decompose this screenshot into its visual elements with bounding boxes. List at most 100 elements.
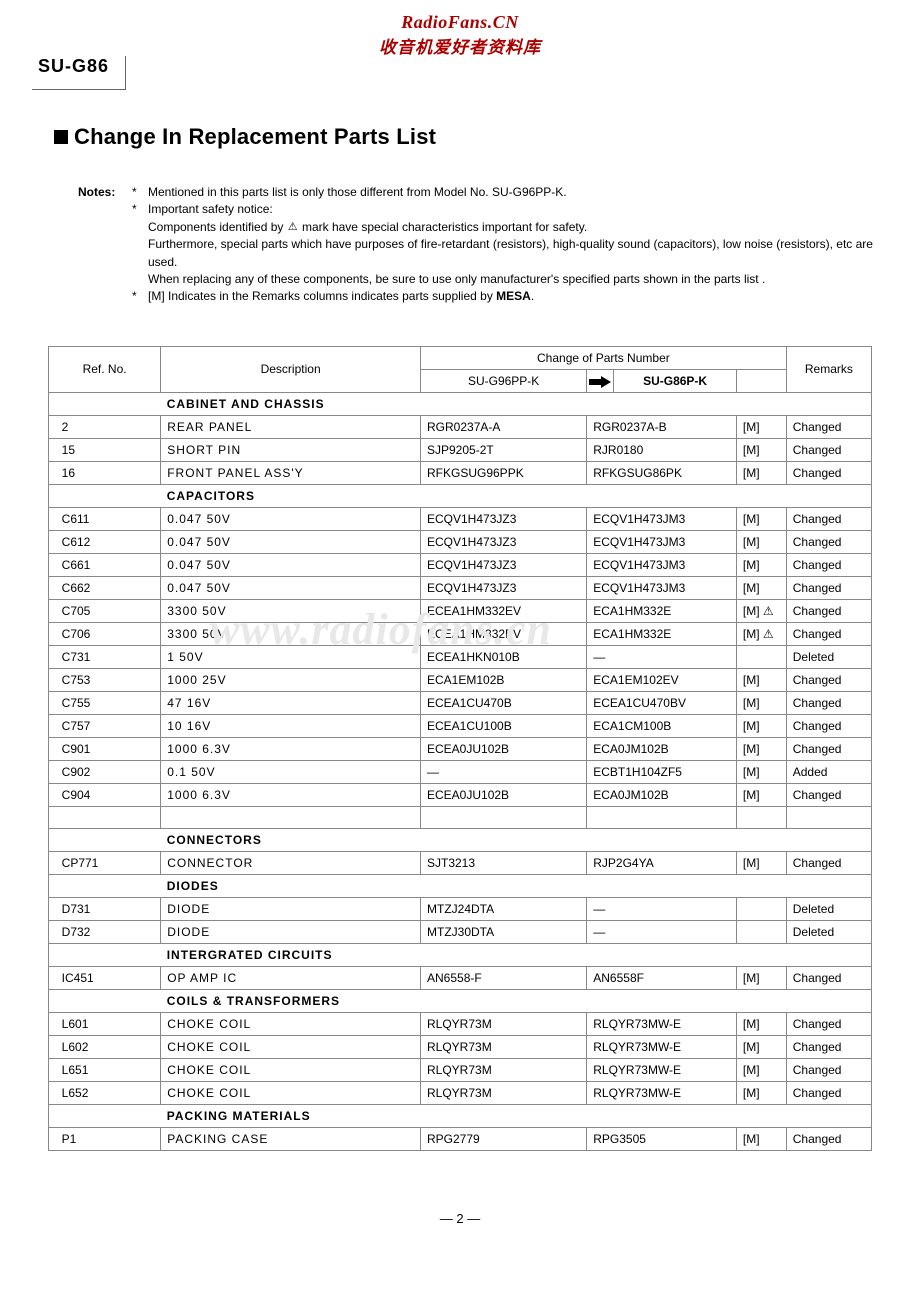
cell-p1: RPG2779 [421, 1127, 587, 1150]
section-row: CONNECTORS [49, 828, 872, 851]
cell-m: [M] [736, 851, 786, 874]
cell-p2: ECQV1H473JM3 [587, 507, 737, 530]
notes-text: Furthermore, special parts which have pu… [148, 236, 880, 271]
parts-table: Ref. No. Description Change of Parts Num… [48, 346, 872, 1151]
cell-remarks: Changed [786, 530, 871, 553]
cell-remarks: Added [786, 760, 871, 783]
cell-p2: ECA1HM332E [587, 622, 737, 645]
cell-m: [M] ⚠ [736, 599, 786, 622]
cell-ref: 15 [49, 438, 161, 461]
cell-remarks: Changed [786, 622, 871, 645]
table-row: 15SHORT PINSJP9205-2TRJR0180[M]Changed [49, 438, 872, 461]
cell-m: [M] [736, 1012, 786, 1035]
cell-desc: 1000 6.3V [161, 737, 421, 760]
cell-remarks: Changed [786, 966, 871, 989]
cell-m [736, 920, 786, 943]
table-row: C9041000 6.3VECEA0JU102BECA0JM102B[M]Cha… [49, 783, 872, 806]
table-row: P1PACKING CASERPG2779RPG3505[M]Changed [49, 1127, 872, 1150]
section-title-cell: CAPACITORS [161, 484, 872, 507]
table-row: C9020.1 50V—ECBT1H104ZF5[M]Added [49, 760, 872, 783]
cell-desc: PACKING CASE [161, 1127, 421, 1150]
cell-p2: ECA1HM332E [587, 599, 737, 622]
notes-bullet: * [132, 201, 148, 218]
cell-desc: CHOKE COIL [161, 1012, 421, 1035]
cell-ref: C611 [49, 507, 161, 530]
cell-ref: C757 [49, 714, 161, 737]
cell-p2: RLQYR73MW-E [587, 1035, 737, 1058]
watermark-site: RadioFans.CN [0, 12, 920, 33]
table-row: C7531000 25VECA1EM102BECA1EM102EV[M]Chan… [49, 668, 872, 691]
table-row: C75710 16VECEA1CU100BECA1CM100B[M]Change… [49, 714, 872, 737]
cell-remarks: Changed [786, 599, 871, 622]
cell-p2: — [587, 920, 737, 943]
cell-m: [M] [736, 1058, 786, 1081]
watermark-header: RadioFans.CN 收音机爱好者资料库 [0, 0, 920, 64]
cell-desc: DIODE [161, 897, 421, 920]
table-row: CP771CONNECTORSJT3213RJP2G4YA[M]Changed [49, 851, 872, 874]
cell-ref: C902 [49, 760, 161, 783]
cell-p1: ECEA1CU100B [421, 714, 587, 737]
cell-remarks: Deleted [786, 920, 871, 943]
section-title-text: Change In Replacement Parts List [74, 124, 436, 150]
cell-ref: 16 [49, 461, 161, 484]
cell-remarks: Changed [786, 737, 871, 760]
cell-ref: P1 [49, 1127, 161, 1150]
cell-desc: 0.047 50V [161, 530, 421, 553]
cell-p2: RLQYR73MW-E [587, 1012, 737, 1035]
table-row: C7063300 50VECEA1HM332EVECA1HM332E[M] ⚠C… [49, 622, 872, 645]
section-title-cell: CABINET AND CHASSIS [161, 392, 872, 415]
cell-remarks: Changed [786, 507, 871, 530]
cell-p1: RGR0237A-A [421, 415, 587, 438]
table-row: D732DIODEMTZJ30DTA—Deleted [49, 920, 872, 943]
cell-p1: ECEA0JU102B [421, 737, 587, 760]
cell-remarks: Changed [786, 553, 871, 576]
header-arrow [587, 369, 614, 392]
cell-m [736, 897, 786, 920]
cell-remarks: Changed [786, 783, 871, 806]
cell-desc: CONNECTOR [161, 851, 421, 874]
cell-m: [M] [736, 507, 786, 530]
table-row: C6110.047 50VECQV1H473JZ3ECQV1H473JM3[M]… [49, 507, 872, 530]
cell-m: [M] [736, 1127, 786, 1150]
cell-desc: 3300 50V [161, 622, 421, 645]
cell-ref: C755 [49, 691, 161, 714]
cell-desc: DIODE [161, 920, 421, 943]
watermark-cn: 收音机爱好者资料库 [0, 33, 920, 58]
cell-remarks: Changed [786, 576, 871, 599]
section-row: PACKING MATERIALS [49, 1104, 872, 1127]
header-change-group: Change of Parts Number [421, 346, 787, 369]
cell-m [736, 645, 786, 668]
cell-remarks: Changed [786, 438, 871, 461]
notes-text: Important safety notice: [148, 201, 880, 218]
cell-desc: 10 16V [161, 714, 421, 737]
notes-label: Notes: [78, 184, 132, 201]
cell-desc: 1000 6.3V [161, 783, 421, 806]
cell-desc: 0.1 50V [161, 760, 421, 783]
section-title-cell: DIODES [161, 874, 872, 897]
cell-ref: C705 [49, 599, 161, 622]
page-number: — 2 — [0, 1211, 920, 1226]
cell-m: [M] [736, 737, 786, 760]
cell-ref: CP771 [49, 851, 161, 874]
cell-p1: RLQYR73M [421, 1012, 587, 1035]
cell-ref: C661 [49, 553, 161, 576]
cell-m: [M] [736, 438, 786, 461]
header-p2: SU-G86P-K [614, 369, 737, 392]
cell-m: [M] [736, 1081, 786, 1104]
table-row: L652CHOKE COILRLQYR73MRLQYR73MW-E[M]Chan… [49, 1081, 872, 1104]
cell-remarks: Changed [786, 1058, 871, 1081]
cell-p1: ECQV1H473JZ3 [421, 576, 587, 599]
cell-p2: RFKGSUG86PK [587, 461, 737, 484]
cell-remarks: Changed [786, 1081, 871, 1104]
cell-p2: ECQV1H473JM3 [587, 576, 737, 599]
cell-p2: ECQV1H473JM3 [587, 530, 737, 553]
cell-p2: ECA1CM100B [587, 714, 737, 737]
section-title-cell: PACKING MATERIALS [161, 1104, 872, 1127]
cell-p2: RLQYR73MW-E [587, 1058, 737, 1081]
table-row: L601CHOKE COILRLQYR73MRLQYR73MW-E[M]Chan… [49, 1012, 872, 1035]
cell-ref: D731 [49, 897, 161, 920]
cell-p2: — [587, 897, 737, 920]
cell-p1: ECQV1H473JZ3 [421, 553, 587, 576]
cell-remarks: Changed [786, 691, 871, 714]
cell-desc: CHOKE COIL [161, 1081, 421, 1104]
